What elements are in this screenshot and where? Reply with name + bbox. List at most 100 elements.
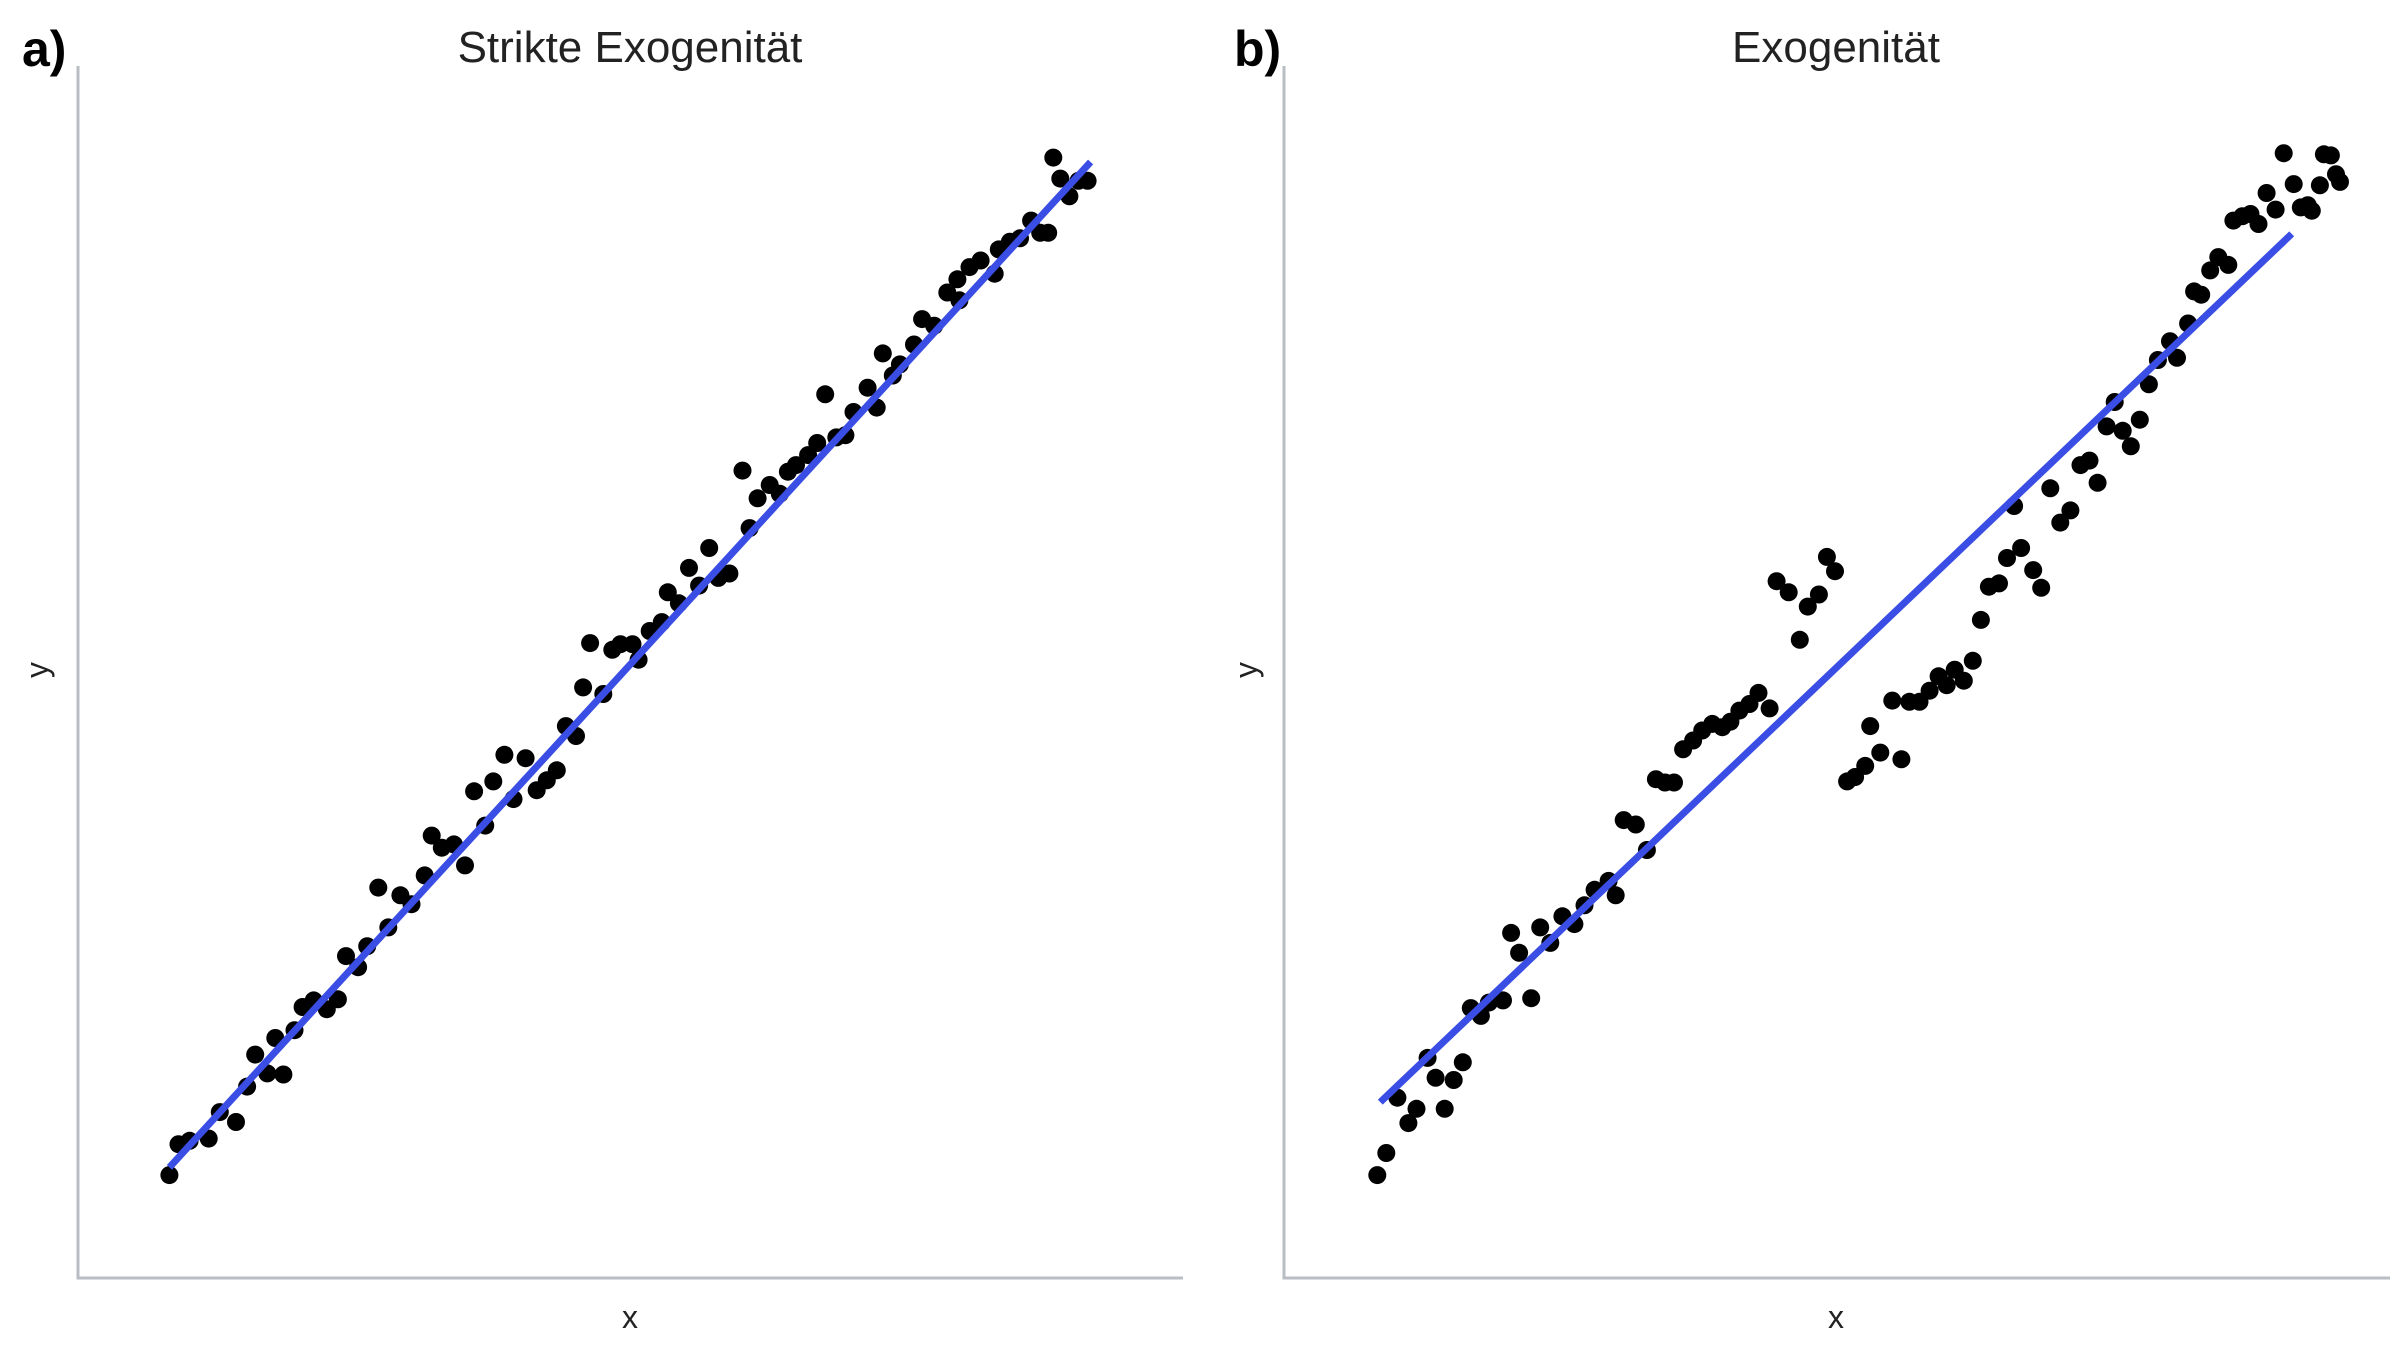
data-point xyxy=(1826,562,1844,581)
data-point xyxy=(2080,451,2099,470)
data-point xyxy=(1971,610,1990,629)
fit-line xyxy=(1377,231,2295,1105)
data-point xyxy=(2219,255,2238,274)
data-point xyxy=(1531,918,1550,937)
data-point xyxy=(1767,572,1786,591)
data-point xyxy=(1078,171,1097,190)
data-point xyxy=(1760,699,1779,718)
data-point xyxy=(873,344,892,363)
chart-title: Strikte Exogenität xyxy=(458,23,803,72)
data-point xyxy=(733,461,752,480)
data-point xyxy=(227,1113,245,1131)
data-point xyxy=(816,385,835,404)
data-point xyxy=(1779,583,1798,602)
chart-title: Exogenität xyxy=(1732,23,1940,72)
data-point xyxy=(2257,184,2276,202)
data-point xyxy=(2274,144,2293,163)
data-point xyxy=(160,1166,179,1185)
data-point xyxy=(1377,1144,1396,1162)
data-point xyxy=(369,878,388,897)
data-point xyxy=(465,782,484,801)
data-point xyxy=(748,489,767,508)
x-axis-label: x xyxy=(1828,1299,1844,1335)
data-point xyxy=(1990,574,2008,593)
data-point xyxy=(2266,200,2285,219)
data-point xyxy=(547,761,566,780)
data-point xyxy=(2097,417,2116,436)
data-point xyxy=(1407,1099,1426,1118)
data-point xyxy=(2168,348,2186,367)
data-point xyxy=(1435,1099,1454,1118)
data-point xyxy=(2284,175,2303,194)
data-point xyxy=(1883,691,1902,710)
data-point xyxy=(2113,421,2132,440)
data-point xyxy=(971,251,990,270)
data-point xyxy=(720,564,739,583)
panel-label: b) xyxy=(1234,21,1281,77)
data-point xyxy=(484,772,503,791)
data-point xyxy=(1937,676,1956,695)
data-point xyxy=(1998,549,2016,567)
panel-a: a) Strikte Exogenität y x xyxy=(19,21,1183,1335)
data-point xyxy=(246,1045,265,1064)
data-point xyxy=(516,749,535,768)
data-point xyxy=(1444,1071,1463,1089)
y-axis-label: y xyxy=(19,662,55,678)
fit-line xyxy=(166,159,1094,1170)
data-point xyxy=(658,583,677,602)
data-point xyxy=(581,634,600,653)
data-point xyxy=(1522,989,1541,1008)
data-point xyxy=(2130,410,2149,429)
data-point xyxy=(700,539,719,557)
data-point xyxy=(2121,437,2140,456)
scatter-points xyxy=(160,148,1097,1185)
data-point xyxy=(495,745,514,764)
data-point xyxy=(787,456,805,475)
data-point xyxy=(1809,585,1828,604)
data-point xyxy=(1749,683,1768,702)
data-point xyxy=(1861,717,1880,736)
data-point xyxy=(2331,172,2349,191)
data-point xyxy=(422,826,441,845)
data-point xyxy=(574,678,593,697)
data-point xyxy=(623,635,642,654)
data-point xyxy=(858,378,877,397)
data-point xyxy=(1892,750,1911,769)
data-point xyxy=(1426,1068,1445,1087)
data-point xyxy=(1817,547,1836,566)
data-point xyxy=(1920,681,1939,700)
data-point xyxy=(1606,886,1625,905)
data-point xyxy=(2139,375,2158,394)
data-point xyxy=(2321,146,2340,165)
data-point xyxy=(1051,169,1070,188)
data-point xyxy=(1510,943,1529,962)
scatter-points xyxy=(1368,144,2349,1185)
data-point xyxy=(1798,597,1817,616)
data-point xyxy=(680,558,698,577)
data-point xyxy=(2024,561,2043,580)
data-point xyxy=(2302,201,2321,220)
data-point xyxy=(1954,671,1973,690)
data-point xyxy=(1399,1114,1418,1133)
data-point xyxy=(2051,513,2070,532)
data-point xyxy=(2088,473,2107,492)
data-point xyxy=(2032,578,2051,597)
data-point xyxy=(1453,1053,1472,1072)
data-point xyxy=(1856,756,1875,775)
data-point xyxy=(2041,479,2060,498)
data-point xyxy=(1665,773,1683,792)
data-point xyxy=(1502,923,1521,942)
data-point xyxy=(328,990,347,1009)
data-point xyxy=(1790,630,1809,649)
y-axis-label: y xyxy=(1228,662,1264,678)
data-point xyxy=(808,434,827,452)
data-point xyxy=(2012,539,2031,557)
panel-b: b) Exogenität y x xyxy=(1228,21,2390,1335)
data-point xyxy=(274,1065,293,1084)
x-axis-label: x xyxy=(622,1299,638,1335)
panel-label: a) xyxy=(22,21,66,77)
data-point xyxy=(1368,1166,1387,1185)
data-point xyxy=(948,270,967,289)
data-point xyxy=(1871,743,1890,762)
